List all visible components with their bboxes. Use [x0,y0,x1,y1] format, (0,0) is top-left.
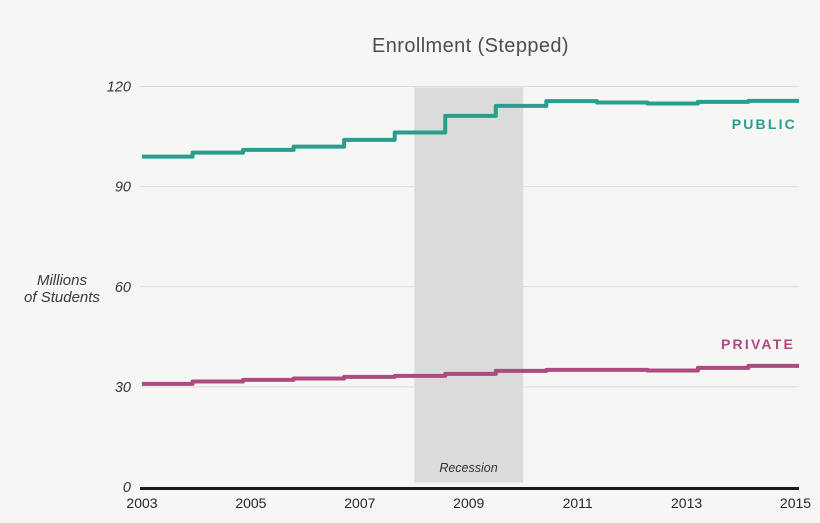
x-tick-label: 2003 [126,495,157,511]
y-tick-label: 120 [107,80,131,96]
x-tick-label: 2007 [344,495,375,511]
y-tick-label: 30 [115,380,131,396]
recession-band-label: Recession [439,461,498,475]
series-label-public: PUBLIC [731,116,797,132]
y-axis-unit-label: Millions of Students [6,272,118,306]
y-axis-unit-line1: Millions [36,272,87,289]
y-tick-label: 90 [115,180,131,196]
series-label-private: PRIVATE [721,336,795,352]
x-tick-label: 2015 [780,495,811,511]
series-line-private [142,363,799,386]
y-tick-label: 0 [123,480,131,496]
x-tick-label: 2009 [453,495,484,511]
x-tick-label: 2005 [235,495,266,511]
y-axis-unit-line2: of Students [24,289,100,306]
series-line-public [142,98,799,159]
x-tick-label: 2011 [563,495,593,511]
recession-band [414,87,524,483]
y-tick-label: 60 [115,280,131,296]
chart-title: Enrollment (Stepped) [372,35,569,57]
x-tick-label: 2013 [671,495,702,511]
